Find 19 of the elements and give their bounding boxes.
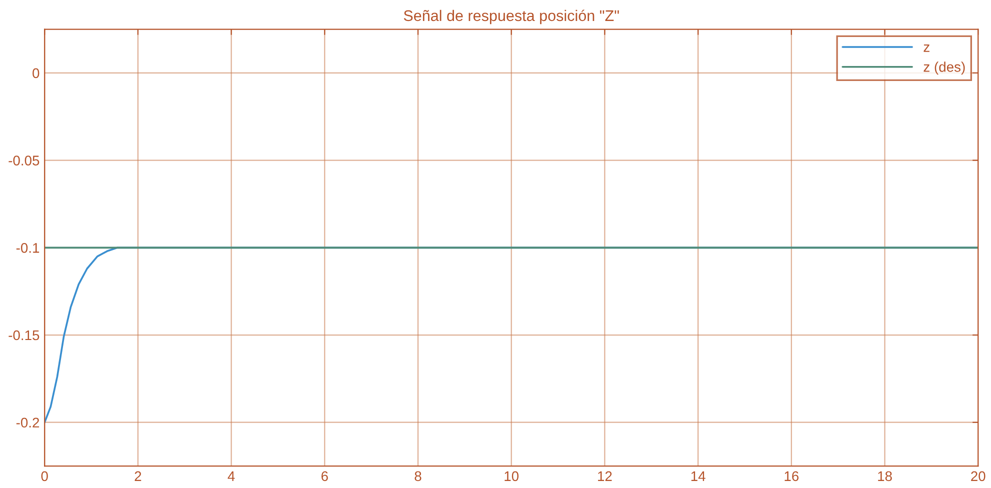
x-tick-label: 0 [41, 471, 48, 482]
y-tick-label: -0.2 [16, 418, 40, 428]
x-tick-label: 8 [414, 471, 422, 482]
y-tick-label: -0.05 [8, 156, 40, 166]
y-tick-label: -0.15 [8, 330, 40, 340]
chart-title: Señal de respuesta posición "Z" [404, 10, 619, 24]
x-tick-label: 20 [971, 471, 986, 482]
legend-label: z (des) [924, 62, 965, 75]
x-tick-label: 4 [228, 471, 235, 481]
x-tick-label: 14 [691, 471, 706, 481]
x-tick-label: 2 [134, 471, 142, 481]
y-tick-label: -0.1 [16, 242, 40, 253]
x-tick-label: 6 [321, 471, 328, 482]
y-tick-label: 0 [32, 68, 40, 78]
x-tick-label: 16 [784, 471, 799, 482]
x-tick-label: 18 [878, 471, 892, 482]
x-tick-label: 10 [504, 471, 519, 482]
legend-label: z [924, 44, 930, 52]
x-tick-label: 12 [598, 471, 612, 481]
